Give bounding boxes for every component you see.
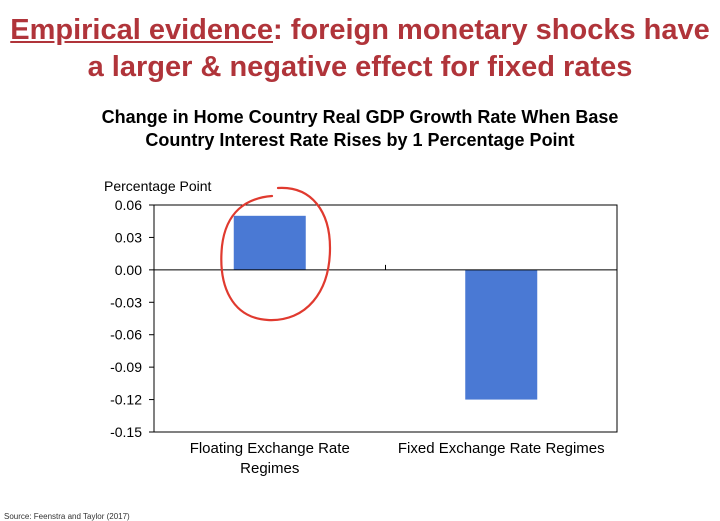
- slide-title: Empirical evidence: foreign monetary sho…: [0, 12, 720, 86]
- plot-frame: [153, 204, 618, 433]
- bar-fixed: [465, 269, 538, 400]
- category-label: Fixed Exchange Rate Regimes: [398, 440, 605, 457]
- y-tick-label: -0.09: [110, 359, 142, 375]
- y-tick-label: 0.06: [115, 197, 142, 213]
- y-axis-label: Percentage Point: [104, 178, 212, 194]
- bar-floating: [233, 215, 306, 270]
- annotation-circle: [220, 186, 332, 322]
- y-tick-label: -0.06: [110, 327, 142, 343]
- category-label: Floating Exchange Rate: [190, 440, 350, 457]
- y-tick-label: -0.15: [110, 424, 142, 440]
- slide-title-rest: : foreign monetary shocks have a larger …: [87, 14, 710, 83]
- y-tick-label: -0.03: [110, 294, 142, 310]
- y-tick-label: 0.00: [115, 262, 142, 278]
- source-note: Source: Feenstra and Taylor (2017): [4, 512, 130, 521]
- y-tick-label: 0.03: [115, 229, 142, 245]
- category-label: Regimes: [240, 460, 299, 477]
- y-tick-label: -0.12: [110, 392, 142, 408]
- slide-title-emphasis: Empirical evidence: [10, 14, 273, 46]
- chart-title: Change in Home Country Real GDP Growth R…: [101, 107, 619, 150]
